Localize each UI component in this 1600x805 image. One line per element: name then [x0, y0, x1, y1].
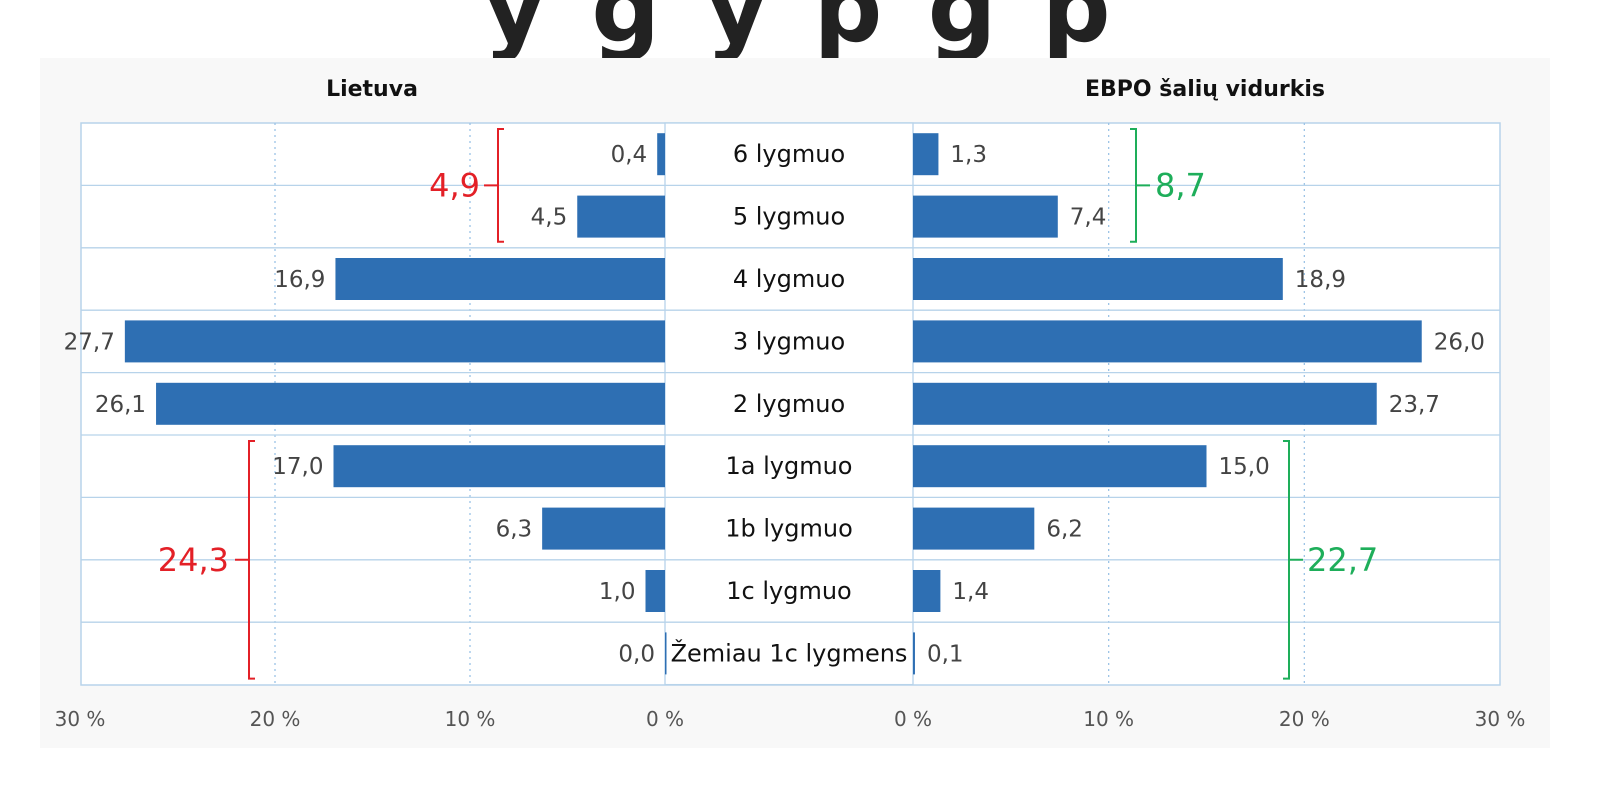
bracket-left	[484, 128, 504, 243]
panel-title-right: EBPO šalių vidurkis	[1085, 77, 1325, 102]
category-label: 1c lygmuo	[726, 577, 851, 605]
bracket-left	[235, 440, 255, 680]
value-label-lietuva: 1,0	[599, 579, 636, 605]
value-label-ebpo: 23,7	[1389, 392, 1440, 418]
category-label: 5 lygmuo	[733, 203, 845, 231]
x-tick-right: 30 %	[1475, 707, 1526, 731]
bar-ebpo	[913, 320, 1422, 363]
category-label: 2 lygmuo	[733, 390, 845, 418]
value-label-lietuva: 6,3	[496, 517, 533, 543]
bar-ebpo	[913, 258, 1283, 300]
labels-layer: 6 lygmuo 0,4 1,3 5 lygmuo 4,5 7,4 4 lygmuo 16,9…	[64, 140, 1485, 667]
x-tick-left: 10 %	[445, 707, 496, 731]
bar-ebpo	[913, 133, 939, 176]
value-label-lietuva: 16,9	[274, 267, 325, 293]
value-label-ebpo: 0,1	[927, 641, 964, 667]
category-label: Žemiau 1c lygmens	[671, 638, 908, 667]
value-label-lietuva: 0,4	[611, 142, 648, 168]
value-label-ebpo: 6,2	[1046, 517, 1083, 543]
ticks-layer: 30 % 20 % 10 % 0 % 0 % 10 % 20 % 30 %	[55, 707, 1526, 731]
bars-layer	[124, 133, 1422, 675]
bar-lietuva	[645, 570, 665, 612]
bracket-total-left: 24,3	[158, 541, 229, 579]
bracket-right	[1283, 440, 1303, 680]
bar-ebpo	[913, 195, 1058, 238]
value-label-lietuva: 27,7	[64, 329, 115, 355]
bar-lietuva	[333, 445, 665, 488]
bar-lietuva	[577, 195, 665, 238]
brackets-layer: 4,9 24,3 8,7 22,7	[158, 128, 1378, 680]
value-label-ebpo: 1,4	[952, 579, 989, 605]
bracket-total-right: 22,7	[1307, 541, 1378, 579]
x-tick-right: 0 %	[894, 707, 932, 731]
value-label-ebpo: 1,3	[950, 142, 987, 168]
value-label-ebpo: 15,0	[1219, 454, 1270, 480]
bar-lietuva	[335, 258, 665, 300]
bar-ebpo	[913, 570, 941, 612]
x-tick-right: 10 %	[1083, 707, 1134, 731]
value-label-ebpo: 7,4	[1070, 205, 1107, 231]
x-tick-left: 0 %	[646, 707, 684, 731]
panel-title-left: Lietuva	[326, 77, 418, 102]
bar-lietuva	[156, 382, 666, 425]
bracket-right	[1130, 128, 1150, 243]
bracket-total-right: 8,7	[1155, 166, 1206, 204]
category-label: 1b lygmuo	[725, 515, 853, 543]
bar-lietuva	[657, 133, 665, 176]
value-label-lietuva: 4,5	[531, 205, 568, 231]
value-label-lietuva: 26,1	[95, 392, 146, 418]
bar-ebpo	[913, 507, 1035, 550]
category-label: 6 lygmuo	[733, 140, 845, 168]
category-label: 1a lygmuo	[726, 452, 853, 480]
cropped-title-fragment: y g y p g p	[483, 0, 1117, 64]
bar-ebpo	[913, 632, 915, 675]
value-label-lietuva: 17,0	[272, 454, 323, 480]
x-tick-left: 20 %	[250, 707, 301, 731]
x-tick-left: 30 %	[55, 707, 106, 731]
x-tick-right: 20 %	[1279, 707, 1330, 731]
category-label: 4 lygmuo	[733, 265, 845, 293]
bracket-total-left: 4,9	[429, 166, 480, 204]
value-label-lietuva: 0,0	[618, 641, 655, 667]
bar-lietuva	[665, 632, 667, 675]
value-label-ebpo: 18,9	[1295, 267, 1346, 293]
bar-ebpo	[913, 382, 1377, 425]
bar-lietuva	[124, 320, 666, 363]
bar-lietuva	[542, 507, 665, 550]
bar-ebpo	[913, 445, 1207, 488]
value-label-ebpo: 26,0	[1434, 329, 1485, 355]
category-label: 3 lygmuo	[733, 327, 845, 355]
